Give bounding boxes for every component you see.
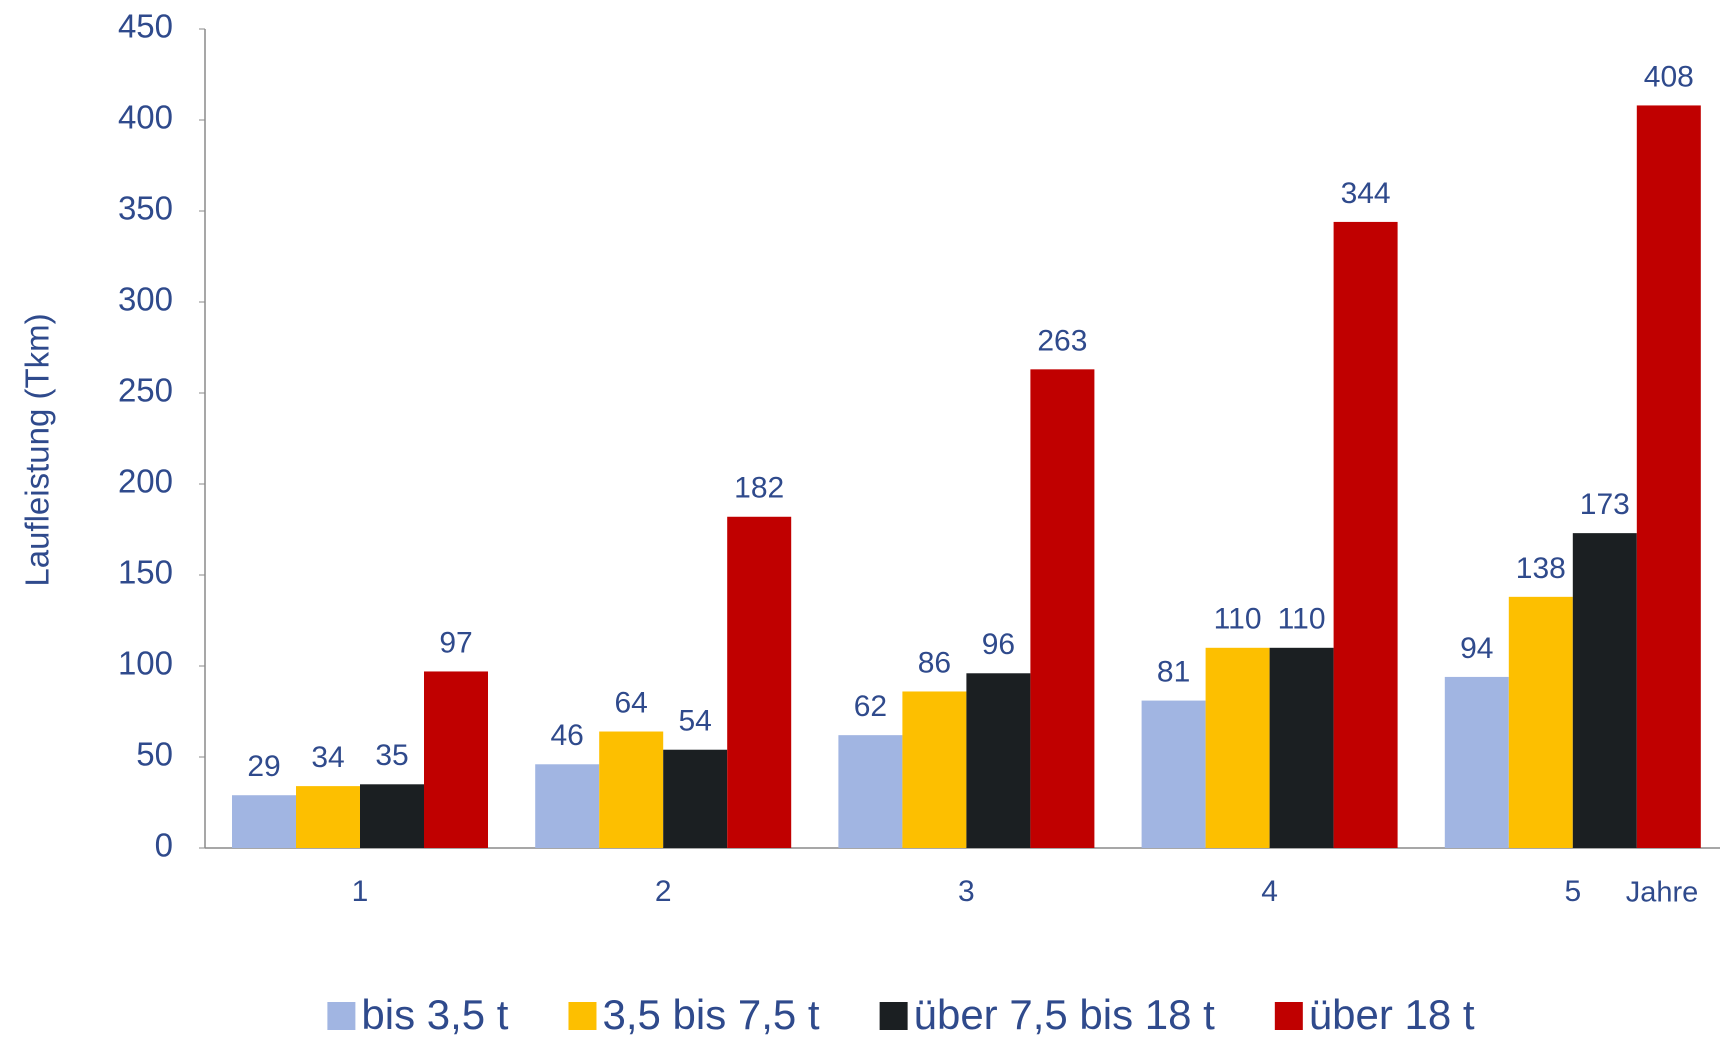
y-tick-label: 100 bbox=[118, 645, 173, 682]
legend-swatch bbox=[568, 1002, 597, 1030]
data-label: 110 bbox=[1278, 603, 1326, 636]
data-label: 81 bbox=[1157, 656, 1190, 689]
data-label: 97 bbox=[439, 626, 472, 659]
bar bbox=[1141, 700, 1206, 848]
y-tick-label: 450 bbox=[118, 8, 173, 45]
y-tick-label: 250 bbox=[118, 372, 173, 409]
bar bbox=[232, 795, 296, 848]
y-tick-label: 400 bbox=[118, 99, 173, 136]
y-tick-label: 50 bbox=[136, 736, 173, 773]
y-tick-label: 300 bbox=[118, 281, 173, 318]
x-tick-label: 1 bbox=[352, 875, 369, 908]
bar bbox=[1572, 533, 1637, 848]
legend-label: über 7,5 bis 18 t bbox=[914, 991, 1216, 1038]
y-tick-label: 150 bbox=[118, 554, 173, 591]
data-label: 86 bbox=[918, 646, 951, 679]
bar bbox=[838, 735, 903, 848]
data-label: 62 bbox=[854, 690, 887, 723]
data-label: 182 bbox=[734, 472, 784, 505]
bar bbox=[966, 673, 1031, 848]
x-tick-label: 5 bbox=[1564, 875, 1581, 908]
data-label: 94 bbox=[1460, 632, 1493, 665]
legend-swatch bbox=[1274, 1002, 1303, 1030]
bar bbox=[1269, 647, 1334, 848]
y-tick-label: 0 bbox=[155, 827, 173, 864]
y-tick-label: 350 bbox=[118, 190, 173, 227]
bar bbox=[1444, 676, 1509, 848]
bar bbox=[1030, 369, 1095, 848]
data-label: 263 bbox=[1037, 324, 1087, 357]
x-tick-label: 3 bbox=[958, 875, 975, 908]
x-axis-title: Jahre bbox=[1626, 877, 1699, 909]
bar bbox=[1636, 105, 1701, 848]
bar bbox=[599, 731, 664, 848]
bar bbox=[663, 749, 728, 848]
y-tick-label: 200 bbox=[118, 463, 173, 500]
x-tick-label: 2 bbox=[655, 875, 672, 908]
legend-label: über 18 t bbox=[1309, 991, 1475, 1038]
data-label: 110 bbox=[1214, 603, 1262, 636]
bar bbox=[1508, 596, 1573, 848]
data-label: 46 bbox=[551, 719, 584, 752]
data-label: 64 bbox=[615, 686, 648, 719]
data-label: 344 bbox=[1341, 177, 1391, 210]
legend-label: bis 3,5 t bbox=[361, 991, 508, 1038]
x-tick-label: 4 bbox=[1261, 875, 1278, 908]
bar bbox=[1333, 221, 1398, 849]
legend-label: 3,5 bis 7,5 t bbox=[602, 991, 819, 1038]
data-label: 35 bbox=[375, 739, 408, 772]
data-label: 29 bbox=[247, 750, 280, 783]
bar bbox=[360, 784, 424, 848]
bar bbox=[1205, 647, 1270, 848]
data-label: 173 bbox=[1580, 488, 1630, 521]
data-label: 408 bbox=[1644, 60, 1694, 93]
bar bbox=[296, 786, 360, 848]
data-label: 96 bbox=[982, 628, 1015, 661]
bar bbox=[902, 691, 967, 848]
bar bbox=[727, 516, 792, 848]
data-label: 138 bbox=[1516, 552, 1566, 585]
bar bbox=[535, 764, 600, 848]
bar bbox=[424, 671, 488, 848]
legend-swatch bbox=[879, 1002, 908, 1030]
y-axis-title: Laufleistung (Tkm) bbox=[19, 313, 56, 586]
data-label: 54 bbox=[679, 705, 712, 738]
data-label: 34 bbox=[311, 741, 344, 774]
legend-swatch bbox=[327, 1002, 356, 1030]
